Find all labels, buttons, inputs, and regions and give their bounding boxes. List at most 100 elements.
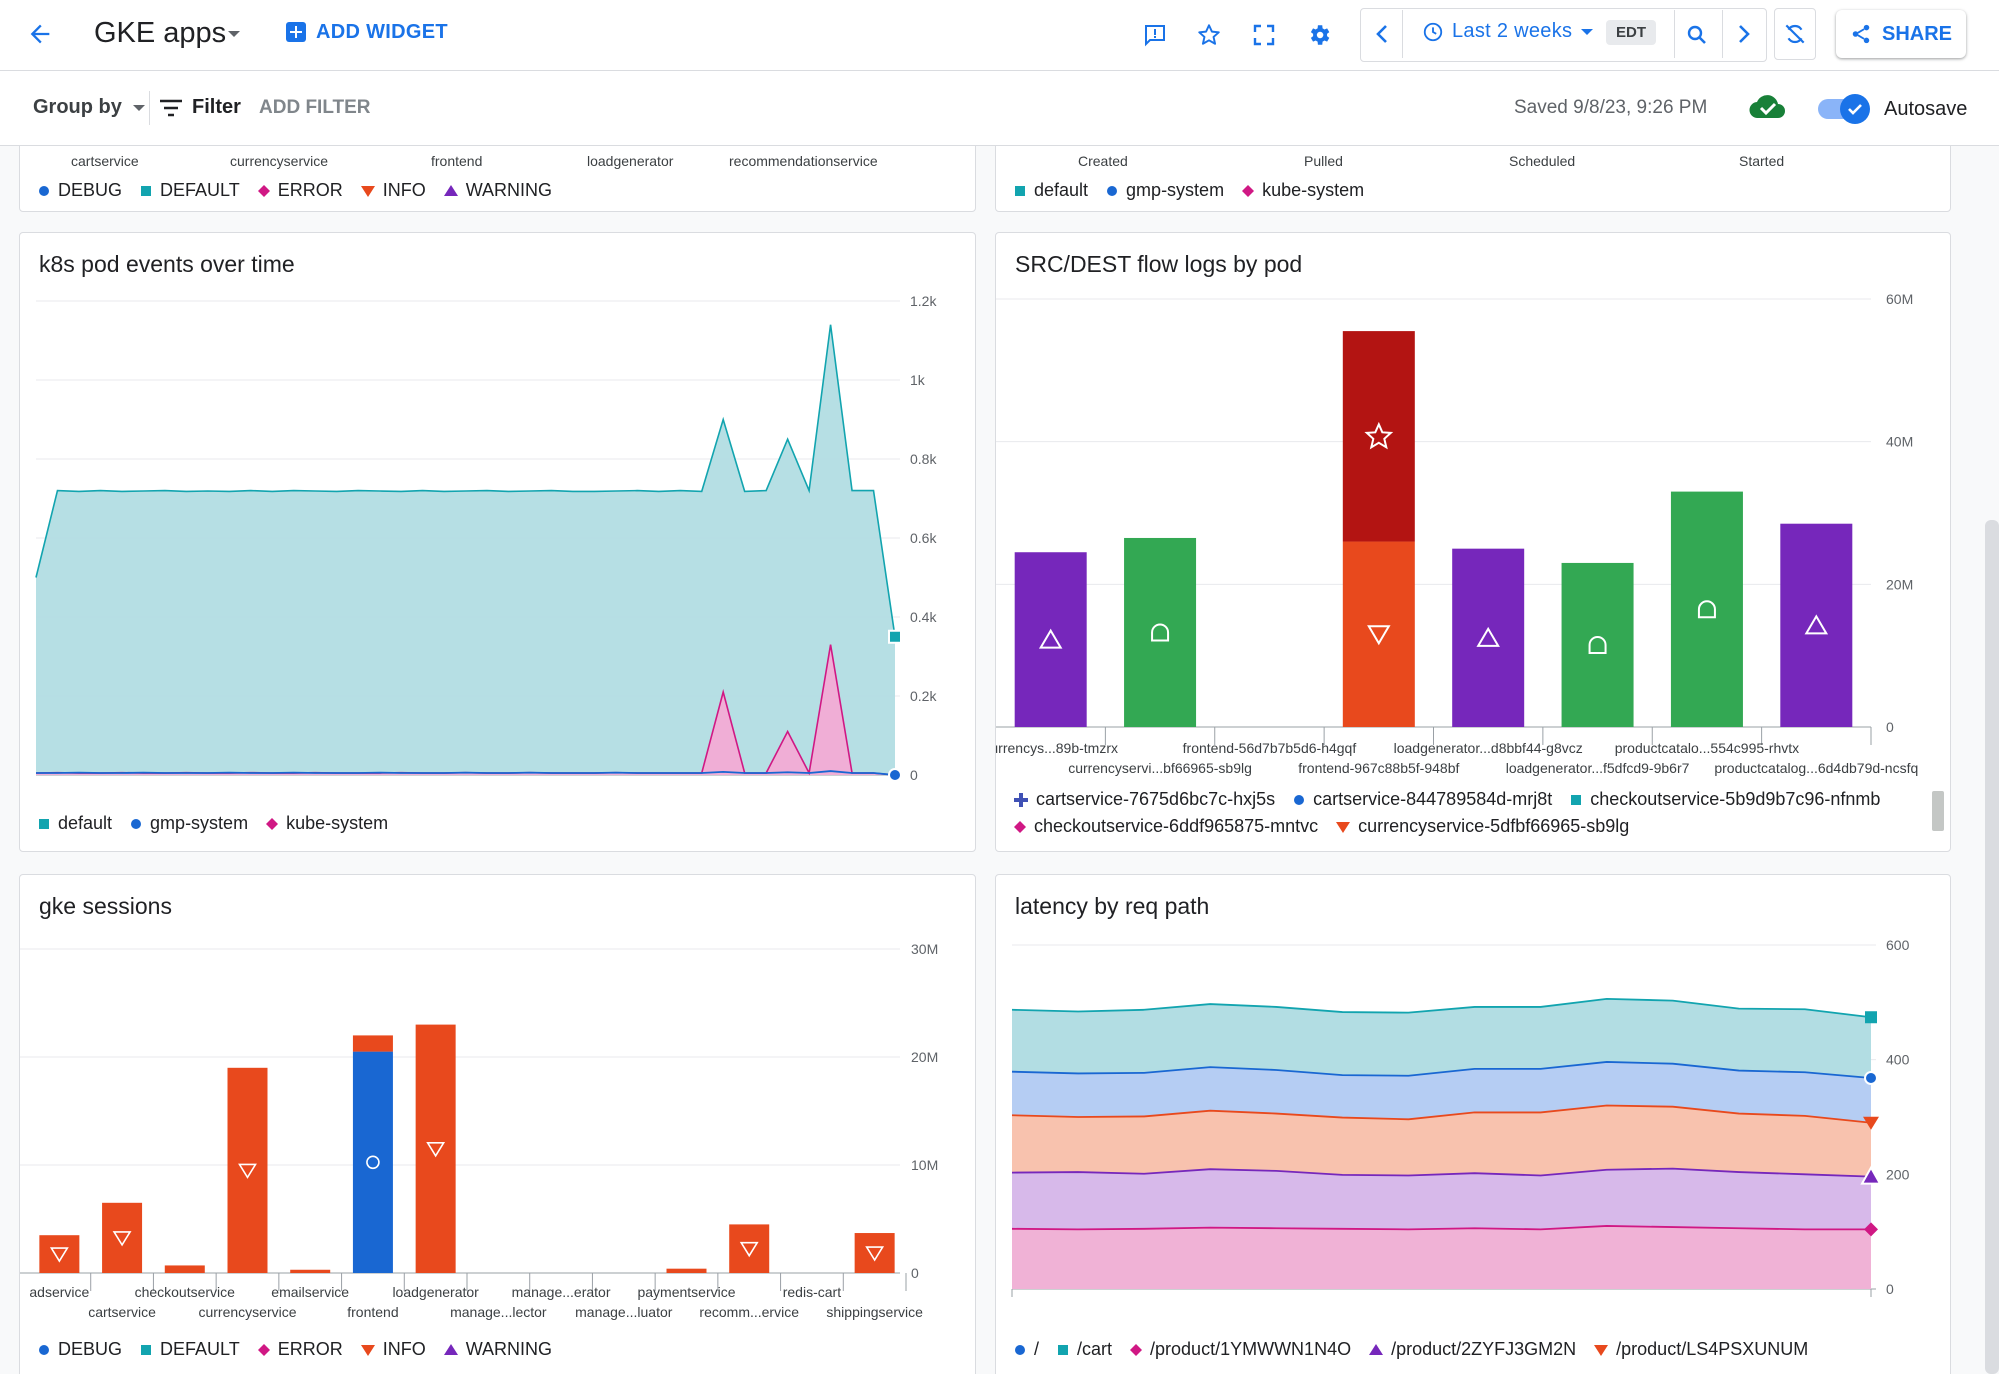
square-marker-icon	[39, 818, 49, 829]
time-back-chevron-icon[interactable]	[1362, 10, 1403, 58]
legend-item[interactable]: ERROR	[257, 1339, 343, 1360]
legend-label: DEBUG	[58, 1339, 123, 1359]
triangle-up-marker-icon	[443, 1343, 458, 1355]
x-axis-label: loadgenerator	[392, 1284, 479, 1300]
auto-refresh-off-icon[interactable]	[1774, 8, 1816, 60]
widget-card-logs-by-service: cartservice currencyservice frontend loa…	[19, 146, 976, 212]
widget-title: gke sessions	[39, 893, 172, 919]
legend-item[interactable]: gmp-system	[130, 813, 248, 834]
legend-item[interactable]: ERROR	[257, 180, 343, 201]
bar-segment-info	[729, 1224, 770, 1273]
triangle-up-marker-icon	[1476, 626, 1500, 647]
x-axis-label: paymentservice	[637, 1284, 735, 1300]
y-tick-label: 20M	[1886, 576, 1913, 592]
legend-item[interactable]: DEBUG	[38, 180, 122, 201]
legend-item[interactable]: kube-system	[1242, 180, 1364, 201]
flow-logs-chart[interactable]: 0 20M 40M 60M currencys...89b-tmzrx currencys…	[996, 233, 1952, 853]
widget-card-pod-events-by-reason: Created Pulled Scheduled Started default…	[995, 146, 1951, 212]
latency-chart[interactable]: 0 200 400 600	[996, 875, 1952, 1374]
back-arrow-icon[interactable]	[18, 14, 62, 54]
title-dropdown-icon[interactable]	[222, 22, 246, 46]
legend-item[interactable]: default	[38, 813, 112, 834]
widget-card-k8s-pod-events[interactable]: k8s pod events over time 0 0.2k 0.4k 0.6k 0.…	[19, 232, 976, 852]
legend-item[interactable]: /product/1YMWWN1N4O	[1130, 1339, 1351, 1360]
widget-card-flow-logs[interactable]: SRC/DEST flow logs by pod 0 20M 40M 60M curr…	[995, 232, 1951, 852]
legend-item[interactable]: /	[1014, 1339, 1039, 1360]
filter-button[interactable]: Filter	[160, 96, 241, 119]
legend-item[interactable]: /product/LS4PSXUNUM	[1594, 1339, 1808, 1360]
y-tick-label: 60M	[1886, 291, 1913, 307]
legend-item[interactable]: WARNING	[443, 1339, 552, 1360]
legend-label: cartservice-7675d6bc7c-hxj5s	[1036, 789, 1276, 809]
time-range-selector[interactable]: Last 2 weeks	[1422, 20, 1594, 43]
legend-scrollbar[interactable]	[1932, 791, 1944, 831]
legend-label: gmp-system	[150, 813, 249, 833]
legend-item[interactable]: checkoutservice-5b9d9b7c96-nfnmb	[1570, 789, 1880, 810]
x-axis-labels: cartservice currencyservice frontend loa…	[20, 153, 977, 173]
legend-item[interactable]: /cart	[1057, 1339, 1112, 1360]
legend-item[interactable]: /product/2ZYFJ3GM2N	[1369, 1339, 1576, 1360]
widget-title: SRC/DEST flow logs by pod	[1015, 251, 1303, 277]
legend-item[interactable]: default	[1014, 180, 1088, 201]
legend-item[interactable]: DEBUG	[38, 1339, 122, 1360]
legend-label: /product/1YMWWN1N4O	[1150, 1339, 1352, 1359]
legend-item[interactable]: gmp-system	[1106, 180, 1224, 201]
zoom-search-icon[interactable]	[1680, 18, 1714, 52]
bar-segment-info	[164, 1265, 205, 1273]
chart-legend: default gmp-system kube-system	[1014, 180, 1364, 201]
timezone-chip[interactable]: EDT	[1606, 20, 1656, 45]
settings-gear-icon[interactable]	[1302, 18, 1336, 52]
bar-segment-info	[39, 1235, 80, 1273]
time-forward-chevron-icon[interactable]	[1722, 10, 1765, 58]
widget-card-gke-sessions[interactable]: gke sessions 0 10M 20M 30M adservice cartserv…	[19, 874, 976, 1374]
checkmark-icon	[1848, 104, 1862, 115]
x-axis-label: currencyservi...bf66965-sb9lg	[1068, 760, 1252, 776]
x-axis-label: frontend-967c88b5f-948bf	[1298, 760, 1459, 776]
widget-card-latency[interactable]: latency by req path 0 200 400 600 / /cart /…	[995, 874, 1951, 1374]
legend-label: kube-system	[286, 813, 389, 833]
triangle-down-marker-icon	[49, 1247, 69, 1263]
x-axis-label: recommendationservice	[729, 153, 878, 169]
legend-item[interactable]: INFO	[360, 1339, 426, 1360]
add-widget-button[interactable]: ADD WIDGET	[284, 20, 448, 44]
legend-item[interactable]: kube-system	[266, 813, 388, 834]
legend-label: checkoutservice-5b9d9b7c96-nfnmb	[1590, 789, 1881, 809]
share-icon	[1852, 24, 1870, 44]
bar-segment-info	[352, 1035, 393, 1052]
autosave-toggle[interactable]	[1840, 94, 1870, 124]
feedback-icon[interactable]	[1138, 18, 1172, 52]
add-filter-button[interactable]: ADD FILTER	[259, 97, 371, 118]
x-axis-label: manage...erator	[512, 1284, 611, 1300]
legend-item[interactable]: currencyservice-5dfbf66965-sb9lg	[1336, 816, 1629, 837]
legend-label: default	[58, 813, 113, 833]
legend-item[interactable]: cartservice-7675d6bc7c-hxj5s	[1014, 789, 1275, 810]
x-axis-label: Created	[1078, 153, 1128, 169]
y-tick-label: 10M	[911, 1157, 938, 1173]
x-axis-label: currencys...89b-tmzrx	[996, 740, 1118, 756]
x-axis-label: emailservice	[271, 1284, 349, 1300]
triangle-down-marker-icon	[238, 1163, 257, 1179]
legend-item[interactable]: cartservice-844789584d-mrj8t	[1293, 789, 1552, 810]
star-icon[interactable]	[1192, 18, 1226, 52]
series-area	[1012, 1105, 1871, 1177]
legend-item[interactable]: WARNING	[443, 180, 552, 201]
legend-item[interactable]: DEFAULT	[140, 1339, 240, 1360]
y-tick-label: 0.2k	[910, 688, 937, 704]
time-range-label: Last 2 weeks	[1452, 20, 1573, 42]
fullscreen-icon[interactable]	[1247, 18, 1281, 52]
legend-label: /product/2ZYFJ3GM2N	[1391, 1339, 1577, 1359]
page-scrollbar[interactable]	[1985, 520, 1999, 1374]
diamond-marker-icon	[266, 817, 279, 830]
legend-item[interactable]: DEFAULT	[140, 180, 240, 201]
legend-item[interactable]: INFO	[360, 180, 426, 201]
group-by-button[interactable]: Group by	[33, 96, 146, 119]
y-tick-label: 30M	[911, 941, 938, 957]
x-axis-label: loadgenerator...d8bbf44-g8vcz	[1394, 740, 1583, 756]
legend-item[interactable]: checkoutservice-6ddf965875-mntvc	[1014, 816, 1318, 837]
gke-sessions-chart[interactable]: 0 10M 20M 30M adservice cartservice checkoutse…	[20, 875, 977, 1374]
bar-segment-green	[1670, 491, 1743, 727]
share-button[interactable]: SHARE	[1836, 10, 1966, 58]
k8s-events-chart[interactable]: 0 0.2k 0.4k 0.6k 0.8k 1k 1.2k	[20, 233, 977, 853]
bar-segment-info	[227, 1067, 268, 1273]
x-axis-label: frontend-56d7b7b5d6-h4gqf	[1183, 740, 1357, 756]
